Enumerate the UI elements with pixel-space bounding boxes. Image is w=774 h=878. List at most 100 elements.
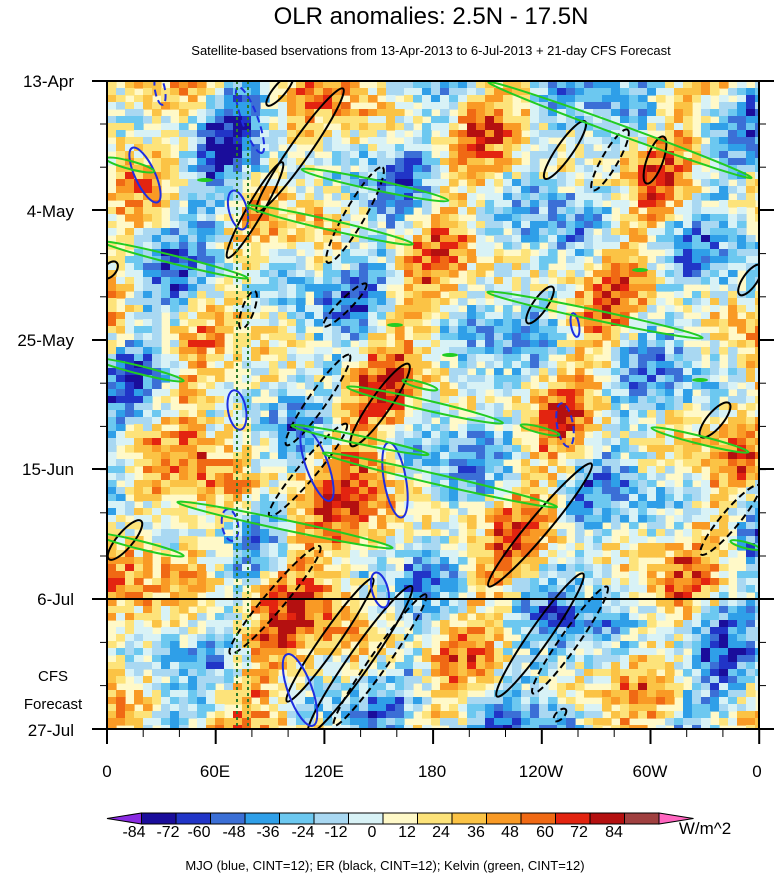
anomaly-cell [512, 571, 522, 579]
anomaly-cell [710, 361, 720, 369]
anomaly-cell [584, 137, 594, 145]
anomaly-cell [188, 186, 198, 194]
anomaly-cell [620, 389, 630, 397]
anomaly-cell [530, 634, 540, 642]
anomaly-cell [179, 221, 189, 229]
anomaly-cell [431, 214, 441, 222]
anomaly-cell [665, 347, 675, 355]
anomaly-cell [431, 326, 441, 334]
anomaly-cell [431, 627, 441, 635]
anomaly-cell [170, 627, 180, 635]
anomaly-cell [125, 116, 135, 124]
anomaly-cell [188, 116, 198, 124]
anomaly-cell [197, 389, 207, 397]
anomaly-cell [584, 543, 594, 551]
anomaly-cell [611, 319, 621, 327]
anomaly-cell [125, 550, 135, 558]
anomaly-cell [701, 333, 711, 341]
anomaly-cell [314, 508, 324, 516]
anomaly-cell [116, 172, 126, 180]
anomaly-cell [737, 137, 747, 145]
anomaly-cell [260, 585, 270, 593]
anomaly-cell [647, 466, 657, 474]
anomaly-cell [476, 445, 486, 453]
anomaly-cell [611, 326, 621, 334]
anomaly-cell [584, 375, 594, 383]
anomaly-cell [638, 109, 648, 117]
anomaly-cell [530, 312, 540, 320]
anomaly-cell [368, 354, 378, 362]
anomaly-cell [440, 592, 450, 600]
anomaly-cell [350, 207, 360, 215]
anomaly-cell [503, 102, 513, 110]
anomaly-cell [413, 389, 423, 397]
anomaly-cell [179, 508, 189, 516]
anomaly-cell [683, 571, 693, 579]
anomaly-cell [359, 634, 369, 642]
anomaly-cell [377, 249, 387, 257]
anomaly-cell [692, 417, 702, 425]
anomaly-cell [521, 305, 531, 313]
anomaly-cell [251, 326, 261, 334]
anomaly-cell [683, 319, 693, 327]
anomaly-cell [602, 536, 612, 544]
anomaly-cell [683, 480, 693, 488]
anomaly-cell [170, 459, 180, 467]
anomaly-cell [251, 410, 261, 418]
anomaly-cell [323, 494, 333, 502]
anomaly-cell [422, 284, 432, 292]
anomaly-cell [647, 158, 657, 166]
anomaly-cell [314, 95, 324, 103]
anomaly-cell [188, 466, 198, 474]
anomaly-cell [107, 193, 117, 201]
anomaly-cell [737, 410, 747, 418]
anomaly-cell [386, 564, 396, 572]
anomaly-cell [593, 578, 603, 586]
anomaly-cell [143, 270, 153, 278]
anomaly-cell [341, 571, 351, 579]
anomaly-cell [737, 613, 747, 621]
anomaly-cell [287, 298, 297, 306]
anomaly-cell [107, 564, 117, 572]
anomaly-cell [143, 186, 153, 194]
anomaly-cell [278, 452, 288, 460]
anomaly-cell [395, 186, 405, 194]
anomaly-cell [125, 599, 135, 607]
anomaly-cell [575, 550, 585, 558]
anomaly-cell [134, 564, 144, 572]
anomaly-cell [494, 319, 504, 327]
anomaly-cell [620, 361, 630, 369]
anomaly-cell [494, 340, 504, 348]
anomaly-cell [647, 501, 657, 509]
anomaly-cell [179, 515, 189, 523]
anomaly-cell [332, 137, 342, 145]
anomaly-cell [143, 599, 153, 607]
anomaly-cell [224, 613, 234, 621]
anomaly-cell [674, 165, 684, 173]
anomaly-cell [134, 326, 144, 334]
anomaly-cell [116, 95, 126, 103]
anomaly-cell [161, 557, 171, 565]
anomaly-cell [170, 347, 180, 355]
anomaly-cell [251, 102, 261, 110]
anomaly-cell [179, 193, 189, 201]
anomaly-cell [719, 137, 729, 145]
anomaly-cell [260, 151, 270, 159]
anomaly-cell [386, 249, 396, 257]
anomaly-cell [395, 592, 405, 600]
anomaly-cell [107, 585, 117, 593]
anomaly-cell [548, 508, 558, 516]
anomaly-cell [287, 396, 297, 404]
anomaly-cell [296, 242, 306, 250]
anomaly-cell [215, 438, 225, 446]
anomaly-cell [503, 95, 513, 103]
anomaly-cell [611, 578, 621, 586]
anomaly-cell [251, 333, 261, 341]
anomaly-cell [170, 578, 180, 586]
anomaly-cell [602, 620, 612, 628]
anomaly-cell [422, 599, 432, 607]
anomaly-cell [116, 508, 126, 516]
anomaly-cell [476, 354, 486, 362]
anomaly-cell [440, 228, 450, 236]
anomaly-cell [278, 403, 288, 411]
